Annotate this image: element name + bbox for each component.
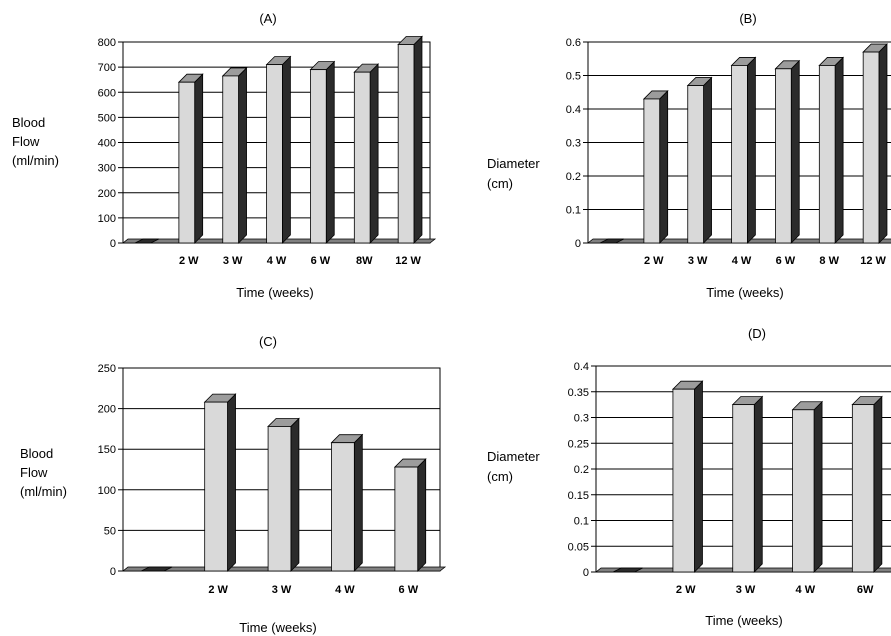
y-tick-label: 400 — [98, 138, 116, 150]
y-tick-label: 0.4 — [574, 361, 589, 373]
y-tick-label: 800 — [98, 37, 116, 49]
x-tick-label: 2 W — [179, 255, 199, 267]
y-tick-label: 0.25 — [568, 438, 589, 450]
chart-c: (C) 0 50 100 150 200 250 2 W 3 W 4 W 6 W Blood Flow (… — [20, 334, 447, 635]
y-axis-label: Diameter — [487, 156, 540, 171]
x-tick-label: 3 W — [272, 584, 292, 596]
y-axis-label: Flow — [12, 134, 40, 149]
y-tick-label: 0.05 — [568, 541, 589, 553]
y-tick-label: 600 — [98, 87, 116, 99]
y-tick-label: 0.1 — [574, 516, 589, 528]
x-tick-label: 2 W — [676, 584, 696, 596]
y-tick-label: 0.2 — [566, 171, 581, 183]
x-tick-label: 2 W — [208, 584, 228, 596]
bar — [791, 400, 824, 573]
y-tick-label: 0.2 — [574, 464, 589, 476]
bar — [397, 35, 423, 244]
y-tick-label: 200 — [98, 404, 116, 416]
x-tick-label: 4 W — [732, 255, 752, 267]
y-axis-label: Blood — [20, 446, 53, 461]
bar — [141, 566, 173, 572]
y-tick-label: 100 — [98, 213, 116, 225]
bar — [393, 458, 427, 572]
chart-title: (D) — [748, 326, 766, 341]
y-axis-label: Blood — [12, 115, 45, 130]
chart-title: (A) — [259, 11, 276, 26]
y-tick-label: 100 — [98, 485, 116, 497]
bar — [330, 433, 364, 572]
y-axis-label: Diameter — [487, 449, 540, 464]
x-tick-label: 12 W — [395, 255, 421, 267]
y-axis-label: (cm) — [487, 469, 513, 484]
y-tick-label: 150 — [98, 444, 116, 456]
bar — [671, 380, 704, 573]
y-tick-label: 0 — [110, 566, 116, 578]
y-tick-label: 0 — [575, 238, 581, 250]
bar — [599, 238, 625, 244]
y-tick-label: 200 — [98, 188, 116, 200]
y-tick-label: 0.3 — [566, 138, 581, 150]
bar — [309, 60, 336, 244]
x-tick-label: 3 W — [223, 255, 243, 267]
bar — [686, 76, 713, 244]
chart-d: (D) 0 0.05 0.1 0.15 0.2 0.25 0.3 0.35 0.4 2 W 3 W 4 … — [487, 326, 891, 628]
bar — [774, 59, 801, 244]
x-axis-label: Time (weeks) — [239, 620, 317, 635]
x-tick-label: 4 W — [335, 584, 355, 596]
bar — [851, 395, 883, 573]
y-tick-label: 0 — [110, 238, 116, 250]
x-tick-label: 12 W — [860, 255, 886, 267]
x-tick-label: 4 W — [267, 255, 287, 267]
bar — [642, 89, 669, 244]
chart-b: (B) 0 0.1 0.2 0.3 0.4 0.5 0.6 2 W 3 W 4 W 6 W 8 W 12 … — [487, 11, 891, 300]
y-tick-label: 700 — [98, 62, 116, 74]
x-tick-label: 6 W — [399, 584, 419, 596]
x-tick-label: 3 W — [736, 584, 756, 596]
bar — [267, 417, 300, 572]
x-tick-label: 8 W — [819, 255, 839, 267]
y-axis-label: Flow — [20, 465, 48, 480]
y-tick-label: 250 — [98, 363, 116, 375]
x-tick-label: 8W — [356, 255, 373, 267]
y-tick-label: 0.15 — [568, 490, 589, 502]
y-axis-label: (ml/min) — [12, 153, 59, 168]
chart-title: (C) — [259, 334, 277, 349]
y-axis-label: (cm) — [487, 176, 513, 191]
bar — [731, 395, 764, 573]
x-tick-label: 6W — [857, 584, 874, 596]
y-tick-label: 0.4 — [566, 104, 581, 116]
bar — [612, 567, 643, 573]
x-tick-label: 4 W — [796, 584, 816, 596]
bar — [221, 66, 248, 244]
bar — [353, 63, 380, 244]
bar — [134, 238, 160, 244]
bar — [203, 393, 237, 572]
chart-a: (A) 0 100 200 300 400 500 600 700 800 2 W 3 W 4 W 6 W… — [12, 11, 437, 300]
y-tick-label: 0.3 — [574, 413, 589, 425]
y-tick-label: 0 — [583, 567, 589, 579]
y-tick-label: 0.5 — [566, 71, 581, 83]
x-axis-label: Time (weeks) — [706, 285, 784, 300]
y-tick-label: 0.35 — [568, 387, 589, 399]
y-tick-label: 500 — [98, 112, 116, 124]
y-tick-label: 0.1 — [566, 205, 581, 217]
bar — [730, 56, 757, 244]
y-tick-label: 50 — [104, 525, 116, 537]
chart-title: (B) — [739, 11, 756, 26]
y-tick-label: 0.6 — [566, 37, 581, 49]
x-tick-label: 6 W — [776, 255, 796, 267]
y-axis-label: (ml/min) — [20, 484, 67, 499]
y-tick-label: 300 — [98, 163, 116, 175]
x-tick-label: 3 W — [688, 255, 708, 267]
bar — [818, 56, 845, 244]
bar — [862, 43, 888, 244]
x-axis-label: Time (weeks) — [705, 613, 783, 628]
x-axis-label: Time (weeks) — [236, 285, 314, 300]
bar — [265, 55, 292, 244]
x-tick-label: 2 W — [644, 255, 664, 267]
bar — [177, 73, 204, 244]
x-tick-label: 6 W — [311, 255, 331, 267]
